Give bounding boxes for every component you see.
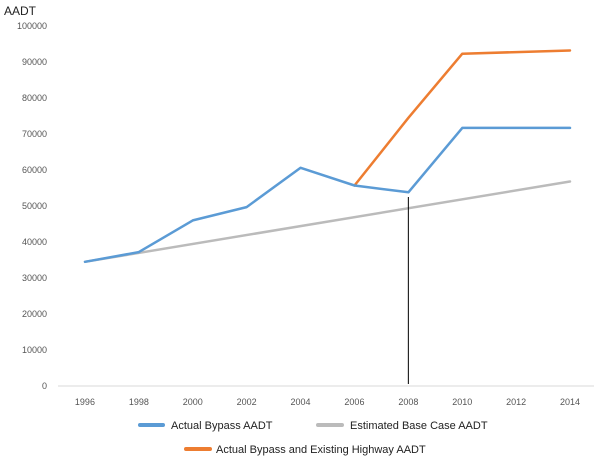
x-tick-label: 2002 (237, 397, 257, 407)
y-tick-label: 50000 (22, 201, 47, 211)
x-tick-label: 2000 (183, 397, 203, 407)
series-line-estimated-base-case-aadt (83, 180, 572, 264)
series-line-actual-bypass-and-existing-highway-aadt (353, 49, 572, 187)
legend: Actual Bypass AADT Estimated Base Case AA… (138, 420, 488, 456)
x-tick-label: 2014 (560, 397, 580, 407)
y-axis-title: AADT (4, 4, 37, 18)
y-tick-label: 90000 (22, 57, 47, 67)
x-tick-label: 2012 (506, 397, 526, 407)
x-tick-label: 1998 (129, 397, 149, 407)
series-line-actual-bypass-aadt (83, 126, 572, 264)
x-tick-labels: 1996 1998 2000 2002 2004 2006 2008 2010 2012 2014 (75, 397, 580, 407)
legend-label: Actual Bypass and Existing Highway AADT (216, 444, 426, 456)
y-tick-label: 80000 (22, 93, 47, 103)
y-tick-label: 60000 (22, 165, 47, 175)
legend-label: Actual Bypass AADT (171, 420, 273, 432)
y-tick-label: 100000 (17, 21, 47, 31)
series-layer (83, 49, 572, 264)
y-tick-label: 30000 (22, 273, 47, 283)
y-tick-label: 10000 (22, 345, 47, 355)
x-tick-label: 2010 (452, 397, 472, 407)
legend-label: Estimated Base Case AADT (350, 420, 488, 432)
y-tick-label: 40000 (22, 237, 47, 247)
x-tick-label: 2006 (344, 397, 364, 407)
y-tick-label: 70000 (22, 129, 47, 139)
y-tick-labels: 0 10000 20000 30000 40000 50000 60000 70000 8000… (17, 21, 47, 391)
y-tick-label: 20000 (22, 309, 47, 319)
y-tick-label: 0 (42, 381, 47, 391)
x-tick-label: 2008 (398, 397, 418, 407)
x-tick-label: 2004 (291, 397, 311, 407)
x-tick-label: 1996 (75, 397, 95, 407)
